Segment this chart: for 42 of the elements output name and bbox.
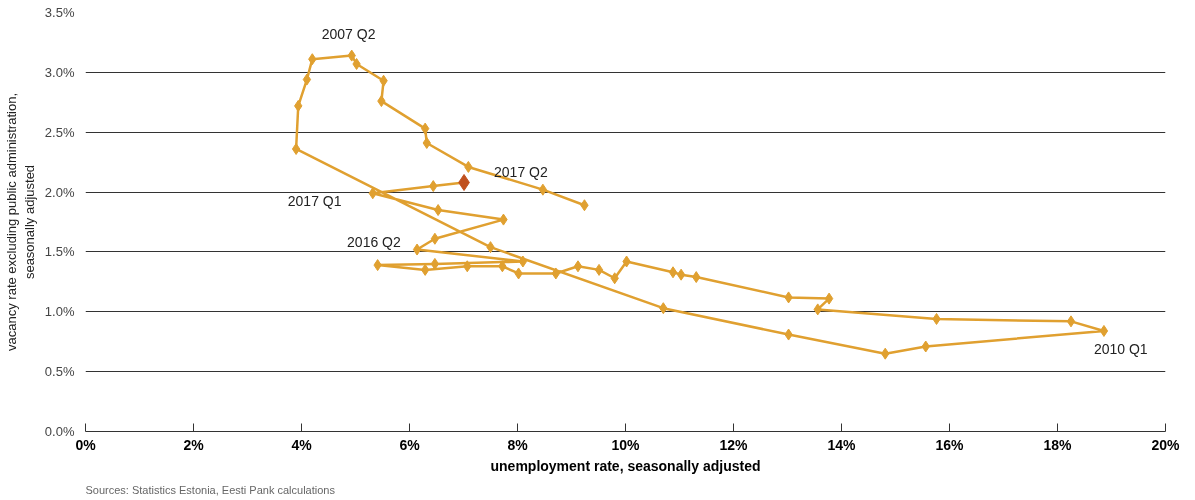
annotation: 2016 Q2 bbox=[347, 233, 401, 250]
x-tick-label: 6% bbox=[399, 436, 421, 453]
source-note: Sources: Statistics Estonia, Eesti Pank calculations bbox=[85, 483, 336, 496]
y-tick-label: 1.5% bbox=[44, 244, 75, 260]
point bbox=[824, 292, 834, 305]
y-axis-title: vacancy rate excluding public administration, seasonally adjusted bbox=[3, 93, 37, 351]
point bbox=[676, 268, 686, 281]
y-tick-label: 2.0% bbox=[44, 184, 75, 200]
y-tick-label: 1.0% bbox=[44, 304, 75, 320]
point bbox=[573, 260, 583, 273]
point bbox=[1099, 324, 1109, 337]
point bbox=[538, 183, 548, 196]
point bbox=[551, 267, 561, 280]
x-tick-label: 0% bbox=[75, 436, 97, 453]
y-tick-label: 3.5% bbox=[44, 5, 75, 20]
annotation: 2007 Q2 bbox=[321, 25, 376, 42]
point bbox=[518, 255, 528, 268]
annotation: 2017 Q1 bbox=[287, 193, 342, 210]
y-tick-label: 2.5% bbox=[44, 124, 75, 140]
annotation: 2010 Q1 bbox=[1093, 340, 1148, 357]
y-tick-label: 3.0% bbox=[44, 64, 75, 80]
point bbox=[594, 263, 604, 276]
x-tick-label: 12% bbox=[719, 436, 749, 453]
point bbox=[668, 266, 678, 279]
x-tick-label: 16% bbox=[935, 436, 965, 453]
point bbox=[433, 204, 443, 217]
y-tick-label: 0.0% bbox=[44, 424, 75, 439]
point bbox=[302, 73, 312, 86]
x-tick-label: 20% bbox=[1151, 436, 1181, 453]
x-tick-label: 8% bbox=[507, 436, 529, 453]
x-tick-label: 14% bbox=[827, 436, 857, 453]
point bbox=[1066, 315, 1076, 328]
x-tick-label: 10% bbox=[611, 436, 641, 453]
x-tick-label: 4% bbox=[291, 436, 313, 453]
annotation: 2017 Q2 bbox=[494, 164, 548, 181]
x-tick-label: 18% bbox=[1043, 436, 1073, 453]
x-axis-title: unemployment rate, seasonally adjusted bbox=[490, 457, 761, 474]
point bbox=[291, 142, 301, 155]
y-tick-label: 0.5% bbox=[44, 364, 75, 380]
point bbox=[420, 122, 430, 135]
point bbox=[430, 232, 440, 245]
x-tick-label: 2% bbox=[183, 436, 205, 453]
